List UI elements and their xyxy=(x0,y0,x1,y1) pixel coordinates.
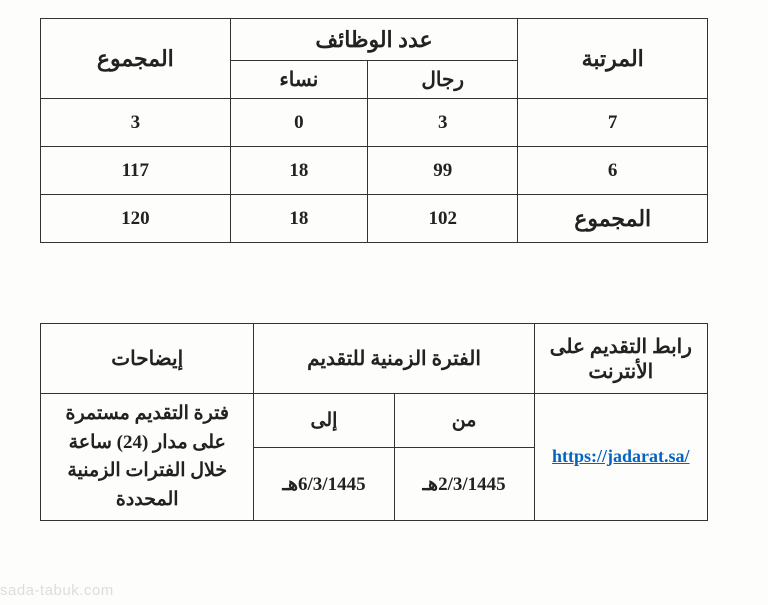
jobs-count-table: المرتبة عدد الوظائف المجموع رجال نساء 7 … xyxy=(40,18,708,243)
to-date: 6/3/1445هـ xyxy=(254,448,394,521)
header-jobs-count: عدد الوظائف xyxy=(230,19,518,61)
application-link[interactable]: https://jadarat.sa/ xyxy=(552,446,690,466)
cell-women: 18 xyxy=(230,147,367,195)
header-women: نساء xyxy=(230,61,367,99)
cell-men: 99 xyxy=(368,147,518,195)
table-row: 6 99 18 117 xyxy=(41,147,708,195)
cell-men: 3 xyxy=(368,99,518,147)
cell-total-women: 18 xyxy=(230,195,367,243)
notes-cell: فترة التقديم مستمرة على مدار (24) ساعة خ… xyxy=(41,394,254,521)
cell-total-men: 102 xyxy=(368,195,518,243)
cell-total: 117 xyxy=(41,147,231,195)
header-from: من xyxy=(394,394,534,448)
application-period-table: رابط التقديم على الأنترنت الفترة الزمنية… xyxy=(40,323,708,521)
cell-total-sum: 120 xyxy=(41,195,231,243)
cell-rank: 6 xyxy=(518,147,708,195)
header-link: رابط التقديم على الأنترنت xyxy=(534,324,707,394)
header-notes: إيضاحات xyxy=(41,324,254,394)
cell-total-label: المجموع xyxy=(518,195,708,243)
header-rank: المرتبة xyxy=(518,19,708,99)
cell-total: 3 xyxy=(41,99,231,147)
table-row: 7 3 0 3 xyxy=(41,99,708,147)
cell-women: 0 xyxy=(230,99,367,147)
cell-rank: 7 xyxy=(518,99,708,147)
header-total: المجموع xyxy=(41,19,231,99)
table-total-row: المجموع 102 18 120 xyxy=(41,195,708,243)
header-period: الفترة الزمنية للتقديم xyxy=(254,324,534,394)
watermark: sada-tabuk.com xyxy=(0,582,114,599)
header-men: رجال xyxy=(368,61,518,99)
from-date: 2/3/1445هـ xyxy=(394,448,534,521)
from-to-row: https://jadarat.sa/ من إلى فترة التقديم … xyxy=(41,394,708,448)
link-cell: https://jadarat.sa/ xyxy=(534,394,707,521)
header-to: إلى xyxy=(254,394,394,448)
